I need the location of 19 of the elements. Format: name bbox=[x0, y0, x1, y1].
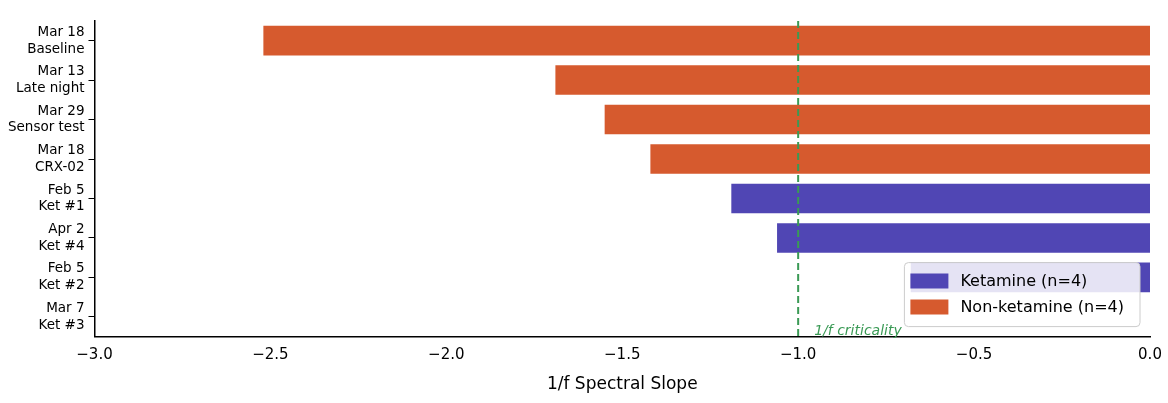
y-tick-label: Mar 7 Ket #3 bbox=[38, 298, 85, 332]
y-tick-label: Feb 5 Ket #2 bbox=[38, 259, 85, 293]
y-tick-label: Mar 13 Late night bbox=[16, 62, 85, 96]
legend-label: Ketamine (n=4) bbox=[960, 270, 1088, 290]
y-tick-label: Feb 5 Ket #1 bbox=[38, 180, 85, 214]
y-tick-label: Mar 18 CRX-02 bbox=[35, 141, 85, 174]
y-tick-label: Apr 2 Ket #4 bbox=[38, 220, 85, 253]
x-tick-label: −2.0 bbox=[428, 345, 465, 364]
x-tick-label: −0.5 bbox=[955, 345, 993, 364]
legend-label: Non-ketamine (n=4) bbox=[960, 296, 1125, 316]
x-tick-label: 0.0 bbox=[1138, 345, 1162, 364]
y-tick-label: Mar 18 Baseline bbox=[27, 22, 85, 56]
x-tick-label: −2.5 bbox=[252, 345, 289, 364]
x-axis-title: 1/f Spectral Slope bbox=[546, 373, 698, 394]
x-tick-label: −3.0 bbox=[76, 345, 113, 364]
y-tick-label: Mar 29 Sensor test bbox=[7, 101, 85, 135]
x-tick-label: −1.5 bbox=[604, 345, 641, 364]
ref-line-label: 1/f criticality bbox=[814, 322, 903, 339]
x-tick-label: −1.0 bbox=[779, 345, 817, 364]
